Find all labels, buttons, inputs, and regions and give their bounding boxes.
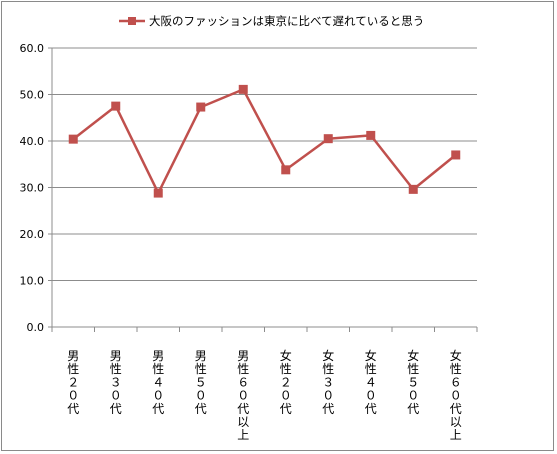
legend: 大阪のファッションは東京に比べて遅れていると思う (119, 14, 424, 28)
legend-series-name: 大阪のファッションは東京に比べて遅れていると思う (149, 14, 424, 28)
y-tick-label: 30.0 (20, 182, 45, 195)
y-tick-label: 0.0 (27, 321, 45, 334)
x-category-label: 女性２０代 (280, 348, 292, 416)
y-tick-label: 10.0 (20, 275, 45, 288)
data-point-marker (451, 150, 461, 160)
data-point-marker (196, 102, 206, 112)
series-polyline (72, 88, 457, 195)
gridlines (48, 47, 477, 328)
x-category-label: 女性５０代 (407, 348, 419, 416)
y-tick-label: 40.0 (20, 135, 45, 148)
data-point-marker (68, 134, 78, 144)
data-point-marker (111, 101, 121, 111)
x-axis-category-labels: 男性２０代 男性３０代 男性４０代 男性５０代 男性６０代以上 女性２０代 女性３０代 女性４… (67, 348, 462, 442)
data-point-marker (238, 84, 248, 94)
y-axis-tick-labels: 0.0 10.0 20.0 30.0 40.0 50.0 60.0 (20, 42, 45, 334)
data-point-marker (366, 130, 376, 140)
data-point-marker (408, 184, 418, 194)
series-line (68, 84, 461, 198)
axes (51, 48, 478, 332)
data-point-marker (281, 165, 291, 175)
legend-square-marker (128, 17, 136, 25)
x-category-label: 女性４０代 (365, 348, 377, 416)
y-tick-label: 20.0 (20, 228, 45, 241)
x-category-label: 男性３０代 (110, 349, 122, 416)
x-category-label: 女性６０代以上 (450, 348, 462, 442)
x-category-label: 女性３０代 (322, 348, 334, 416)
x-category-label: 男性６０代以上 (237, 349, 249, 442)
x-category-label: 男性２０代 (67, 349, 79, 416)
data-point-marker (323, 134, 333, 144)
data-point-marker (153, 188, 163, 198)
x-category-label: 男性５０代 (195, 349, 207, 416)
y-tick-label: 60.0 (20, 42, 45, 55)
x-category-label: 男性４０代 (152, 349, 164, 416)
y-tick-label: 50.0 (20, 89, 45, 102)
